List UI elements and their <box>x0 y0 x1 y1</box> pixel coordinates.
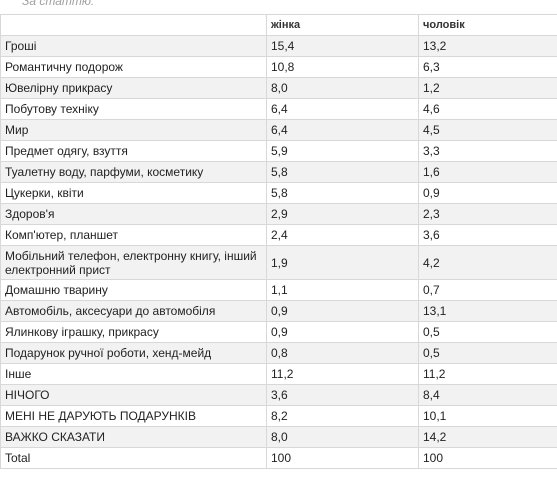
header-category <box>0 14 267 36</box>
female-value: 6,4 <box>266 119 419 141</box>
table-row: Предмет одягу, взуття 5,9 3,3 <box>0 140 557 162</box>
table-row: Туалетну воду, парфуми, косметику 5,8 1,… <box>0 161 557 183</box>
male-value: 4,6 <box>418 98 557 120</box>
male-value: 4,5 <box>418 119 557 141</box>
female-value: 1,9 <box>266 245 419 280</box>
female-value: 5,8 <box>266 161 419 183</box>
table-row: Комп'ютер, планшет 2,4 3,6 <box>0 224 557 246</box>
male-value: 100 <box>418 447 557 469</box>
male-value: 13,1 <box>418 300 557 322</box>
table-row: Мир 6,4 4,5 <box>0 119 557 141</box>
table-row: НІЧОГО 3,6 8,4 <box>0 384 557 406</box>
header-male: чоловік <box>418 14 557 36</box>
male-value: 8,4 <box>418 384 557 406</box>
row-label: Гроші <box>0 35 267 57</box>
male-value: 1,6 <box>418 161 557 183</box>
row-label: Здоров'я <box>0 203 267 225</box>
row-label: ВАЖКО СКАЗАТИ <box>0 426 267 448</box>
table-row: Домашню тварину 1,1 0,7 <box>0 279 557 301</box>
table-row: Ювелірну прикрасу 8,0 1,2 <box>0 77 557 99</box>
row-label: Подарунок ручної роботи, хенд-мейд <box>0 342 267 364</box>
male-value: 11,2 <box>418 363 557 385</box>
row-label: Ювелірну прикрасу <box>0 77 267 99</box>
male-value: 1,2 <box>418 77 557 99</box>
female-value: 100 <box>266 447 419 469</box>
male-value: 0,7 <box>418 279 557 301</box>
table-row: Здоров'я 2,9 2,3 <box>0 203 557 225</box>
female-value: 5,8 <box>266 182 419 204</box>
female-value: 2,4 <box>266 224 419 246</box>
table-row: Інше 11,2 11,2 <box>0 363 557 385</box>
female-value: 8,0 <box>266 77 419 99</box>
row-label: Мобільний телефон, електронну книгу, інш… <box>0 245 267 280</box>
female-value: 10,8 <box>266 56 419 78</box>
table-row: Побутову техніку 6,4 4,6 <box>0 98 557 120</box>
male-value: 10,1 <box>418 405 557 427</box>
table-row: Романтичну подорож 10,8 6,3 <box>0 56 557 78</box>
table-row: МЕНІ НЕ ДАРУЮТЬ ПОДАРУНКІВ 8,2 10,1 <box>0 405 557 427</box>
row-label: Ялинкову іграшку, прикрасу <box>0 321 267 343</box>
table-row: ВАЖКО СКАЗАТИ 8,0 14,2 <box>0 426 557 448</box>
male-value: 6,3 <box>418 56 557 78</box>
row-label: Мир <box>0 119 267 141</box>
row-label: Домашню тварину <box>0 279 267 301</box>
female-value: 15,4 <box>266 35 419 57</box>
male-value: 0,5 <box>418 342 557 364</box>
female-value: 3,6 <box>266 384 419 406</box>
female-value: 0,8 <box>266 342 419 364</box>
row-label: Комп'ютер, планшет <box>0 224 267 246</box>
female-value: 8,0 <box>266 426 419 448</box>
female-value: 8,2 <box>266 405 419 427</box>
row-label: Туалетну воду, парфуми, косметику <box>0 161 267 183</box>
gifts-by-gender-table: жінка чоловік Гроші 15,4 13,2 Романтичну… <box>0 14 557 469</box>
table-row: Цукерки, квіти 5,8 0,9 <box>0 182 557 204</box>
female-value: 1,1 <box>266 279 419 301</box>
male-value: 13,2 <box>418 35 557 57</box>
row-label: Цукерки, квіти <box>0 182 267 204</box>
row-label: Автомобіль, аксесуари до автомобіля <box>0 300 267 322</box>
row-label: Побутову техніку <box>0 98 267 120</box>
table-caption: За статтю: <box>22 0 95 8</box>
male-value: 14,2 <box>418 426 557 448</box>
female-value: 0,9 <box>266 321 419 343</box>
female-value: 5,9 <box>266 140 419 162</box>
row-label: Романтичну подорож <box>0 56 267 78</box>
header-female: жінка <box>266 14 419 36</box>
male-value: 4,2 <box>418 245 557 280</box>
table-row: Мобільний телефон, електронну книгу, інш… <box>0 245 557 280</box>
row-label: Інше <box>0 363 267 385</box>
table-row: Автомобіль, аксесуари до автомобіля 0,9 … <box>0 300 557 322</box>
female-value: 6,4 <box>266 98 419 120</box>
row-label: Предмет одягу, взуття <box>0 140 267 162</box>
female-value: 11,2 <box>266 363 419 385</box>
table-row-total: Total 100 100 <box>0 447 557 469</box>
table-row: Ялинкову іграшку, прикрасу 0,9 0,5 <box>0 321 557 343</box>
male-value: 0,5 <box>418 321 557 343</box>
female-value: 2,9 <box>266 203 419 225</box>
male-value: 3,6 <box>418 224 557 246</box>
row-label: НІЧОГО <box>0 384 267 406</box>
table-header-row: жінка чоловік <box>0 14 557 36</box>
table-row: Подарунок ручної роботи, хенд-мейд 0,8 0… <box>0 342 557 364</box>
row-label: Total <box>0 447 267 469</box>
female-value: 0,9 <box>266 300 419 322</box>
table-row: Гроші 15,4 13,2 <box>0 35 557 57</box>
male-value: 3,3 <box>418 140 557 162</box>
row-label: МЕНІ НЕ ДАРУЮТЬ ПОДАРУНКІВ <box>0 405 267 427</box>
male-value: 2,3 <box>418 203 557 225</box>
male-value: 0,9 <box>418 182 557 204</box>
